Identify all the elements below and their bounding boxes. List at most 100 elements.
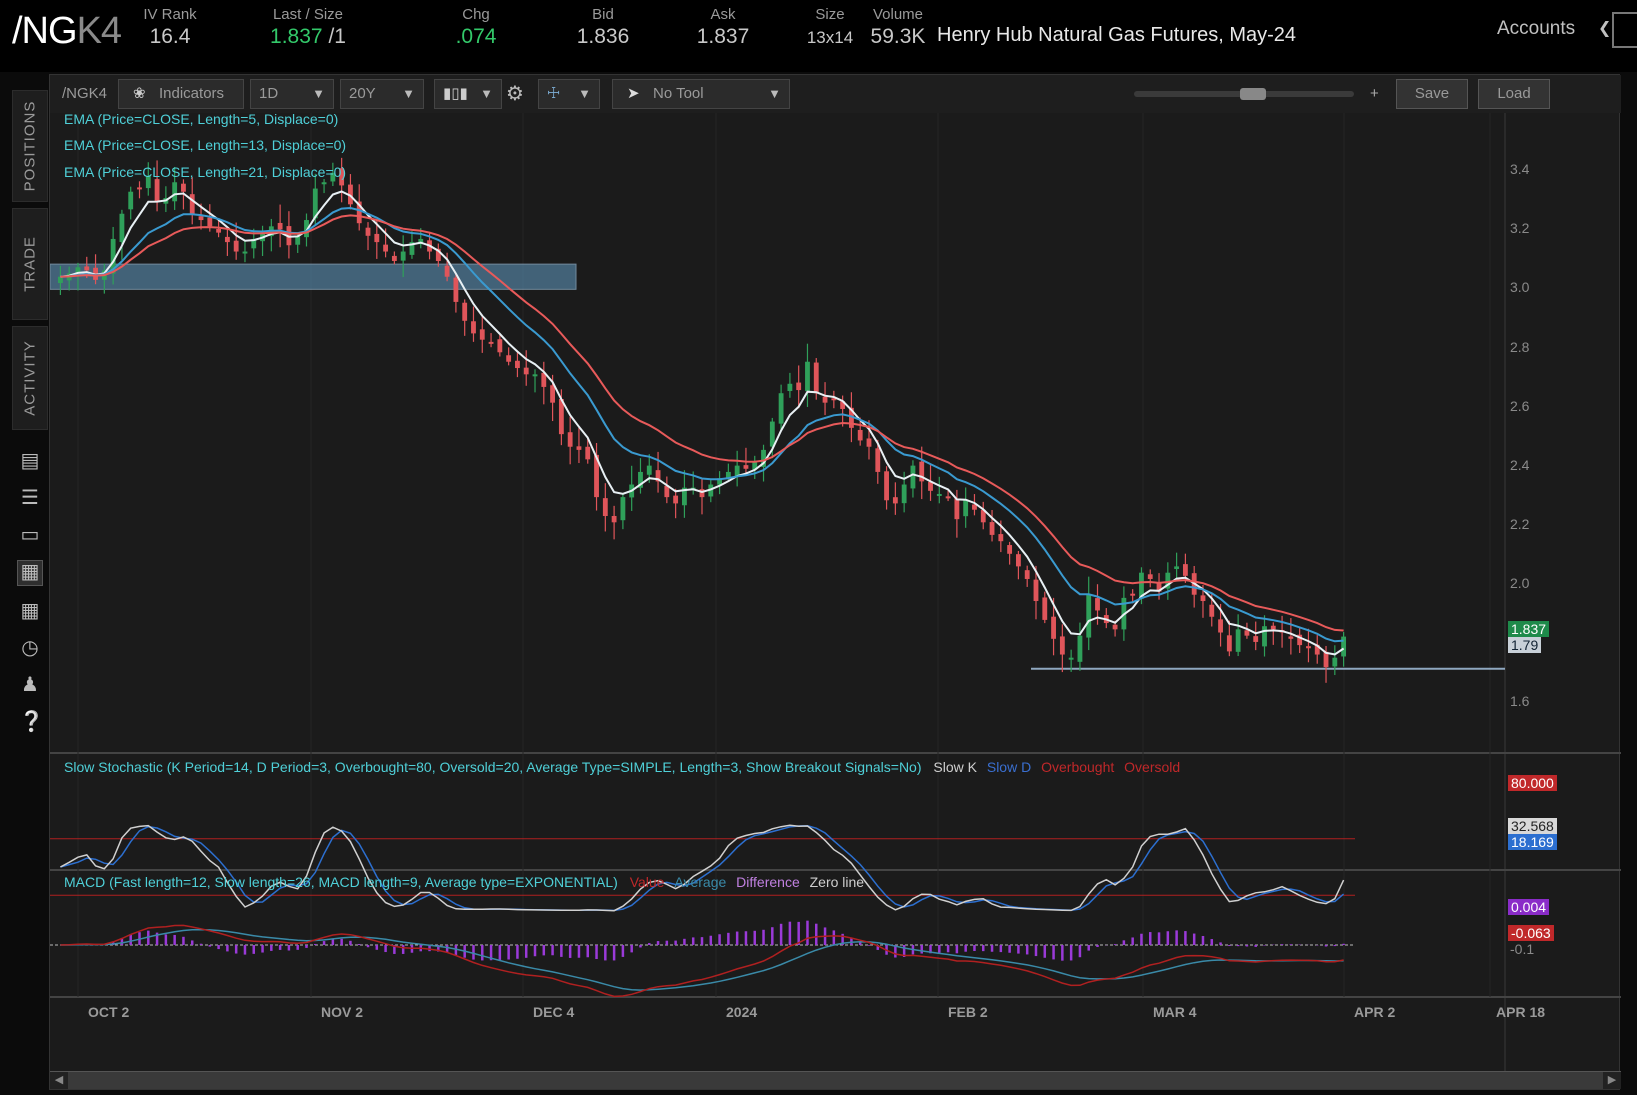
drawing-style-select[interactable]: ☩ ▼ — [538, 79, 600, 109]
candle-body — [224, 236, 230, 243]
crosshair-icon: ☩ — [547, 85, 561, 102]
candle-body — [725, 471, 731, 479]
grid-icon[interactable]: ▦ — [20, 600, 40, 622]
candle-body — [963, 500, 969, 517]
candle-body — [216, 228, 222, 233]
help-icon[interactable]: ❔ — [19, 711, 44, 733]
candle-body — [1306, 646, 1311, 649]
stoch-label[interactable]: Slow Stochastic (K Period=14, D Period=3… — [64, 759, 1181, 775]
candle-body — [892, 497, 898, 504]
date-label: 2024 — [726, 1004, 758, 1020]
tab-activity[interactable]: ACTIVITY — [12, 326, 48, 430]
candle-body — [251, 238, 257, 249]
chart-icon[interactable]: ▦ — [17, 560, 43, 586]
list-icon[interactable]: ☰ — [21, 487, 39, 509]
price-tick: 2.0 — [1510, 575, 1530, 591]
chart-style-select[interactable]: ▮▯▮ ▼ — [434, 79, 502, 109]
document-icon[interactable]: ▤ — [20, 450, 40, 472]
chart-scrollbar[interactable]: ◀ ▶ — [50, 1071, 1621, 1089]
candle-body — [1086, 594, 1092, 638]
ema21-label[interactable]: EMA (Price=CLOSE, Length=21, Displace=0) — [64, 164, 347, 180]
drawing-tool-select[interactable]: ➤ No Tool ▼ — [612, 79, 790, 109]
candle-body — [761, 449, 766, 467]
candle-body — [778, 393, 784, 424]
ask-cell: Ask 1.837 — [696, 6, 750, 48]
accounts-menu[interactable]: Accounts — [1497, 18, 1576, 39]
candle-body — [1095, 598, 1100, 611]
candle-body — [1059, 636, 1065, 655]
zoom-in-button[interactable]: + — [1370, 85, 1379, 102]
tab-positions[interactable]: POSITIONS — [12, 90, 48, 202]
candle-body — [1130, 593, 1136, 596]
candle-body — [304, 220, 309, 238]
scroll-right-icon[interactable]: ▶ — [1603, 1072, 1621, 1089]
price-tick: 2.8 — [1510, 339, 1530, 355]
candle-body — [611, 515, 617, 523]
candle-body — [339, 168, 345, 186]
candle-body — [1147, 574, 1153, 579]
macd-label[interactable]: MACD (Fast length=12, Slow length=26, MA… — [64, 874, 865, 890]
legend-zero-line: Zero line — [809, 874, 865, 890]
candle-body — [822, 396, 828, 403]
candle-body — [1253, 636, 1259, 642]
load-button[interactable]: Load — [1478, 79, 1550, 109]
price-tick: 2.6 — [1510, 398, 1530, 414]
date-label: DEC 4 — [533, 1004, 575, 1020]
candle-body — [1323, 651, 1329, 668]
volume-cell: Volume 59.3K — [870, 6, 926, 48]
price-tick: 3.2 — [1510, 220, 1530, 236]
candle-body — [181, 183, 186, 192]
scroll-left-icon[interactable]: ◀ — [50, 1072, 68, 1089]
macd-average-line — [60, 928, 1344, 991]
candle-body — [453, 277, 459, 302]
candle-body — [189, 194, 195, 214]
ema5-label[interactable]: EMA (Price=CLOSE, Length=5, Displace=0) — [64, 111, 339, 127]
macd-panel — [50, 920, 1355, 998]
candle-body — [1015, 554, 1021, 567]
price-chart[interactable] — [50, 113, 1621, 1071]
gear-icon[interactable]: ⚙ — [506, 83, 524, 105]
panel-edge — [1612, 12, 1637, 48]
candle-body — [1341, 636, 1347, 657]
candle-body — [769, 421, 775, 447]
candle-body — [901, 484, 907, 504]
candle-body — [945, 496, 951, 499]
macd-value-tag: -0.063 — [1508, 925, 1554, 941]
candle-body — [1182, 564, 1188, 576]
candle-body — [1288, 636, 1294, 639]
candle-body — [444, 265, 450, 277]
candle-body — [717, 478, 722, 485]
zoom-slider-thumb[interactable] — [1240, 88, 1266, 100]
timeframe-select[interactable]: 1D ▼ — [250, 79, 334, 109]
candle-body — [620, 497, 626, 521]
symbol-title[interactable]: /NGK4 — [12, 10, 122, 52]
price-tick: 3.0 — [1510, 279, 1530, 295]
chevron-down-icon[interactable]: ❮ — [1598, 20, 1612, 37]
candle-body — [1139, 572, 1144, 599]
size-cell: Size 13x14 — [806, 6, 854, 47]
tv-icon[interactable]: ▭ — [20, 524, 40, 546]
save-button[interactable]: Save — [1396, 79, 1468, 109]
caret-icon: ▼ — [768, 86, 781, 101]
ema13-label[interactable]: EMA (Price=CLOSE, Length=13, Displace=0) — [64, 137, 347, 153]
indicators-button[interactable]: ❀ Indicators — [118, 79, 244, 109]
candle-body — [567, 432, 573, 447]
tab-trade[interactable]: TRADE — [12, 208, 48, 320]
candle-body — [848, 407, 854, 428]
candle-body — [1051, 616, 1056, 639]
candle-body — [154, 179, 160, 202]
candle-body — [391, 255, 397, 261]
candle-body — [550, 385, 556, 403]
candle-body — [734, 465, 740, 477]
candle-body — [1174, 566, 1180, 569]
caret-icon: ▼ — [578, 86, 591, 101]
people-icon[interactable]: ♟ — [21, 674, 39, 696]
candle-body — [594, 454, 599, 498]
candle-body — [242, 251, 248, 254]
candle-body — [374, 233, 380, 243]
candle-body — [664, 485, 670, 498]
gauge-icon[interactable]: ◷ — [21, 637, 39, 659]
range-select[interactable]: 20Y ▼ — [340, 79, 424, 109]
candle-body — [1332, 657, 1338, 667]
